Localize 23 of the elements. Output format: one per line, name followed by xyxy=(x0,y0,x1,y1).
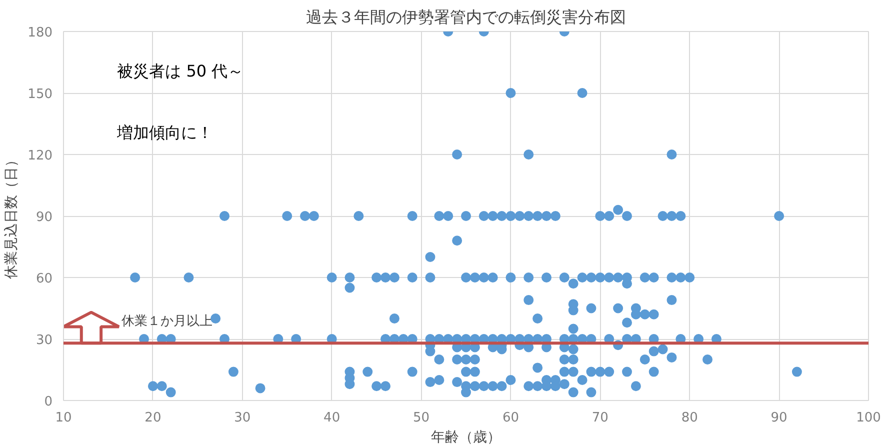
legend-label: 休業１か月以上 xyxy=(122,314,213,329)
y-axis-title: 休業見込日数（日） xyxy=(4,153,20,279)
y-tick-label: 90 xyxy=(36,210,53,225)
y-tick-label: 60 xyxy=(36,272,53,286)
annotation: 被災者は 50 代～ xyxy=(117,62,244,81)
x-tick-label: 50 xyxy=(413,410,430,426)
x-axis-title: 年齢（歳） xyxy=(431,430,501,446)
x-tick-label: 90 xyxy=(770,410,788,426)
chart-title: 過去３年間の伊勢署管内での転倒災害分布図 xyxy=(306,8,626,26)
y-tick-label: 30 xyxy=(36,333,53,348)
x-tick-label: 40 xyxy=(324,410,340,426)
x-tick-label: 70 xyxy=(592,410,608,426)
y-tick-label: 180 xyxy=(28,26,53,40)
x-tick-label: 10 xyxy=(55,410,72,426)
x-tick-label: 30 xyxy=(234,410,251,426)
y-tick-label: 150 xyxy=(28,87,53,102)
x-tick-label: 60 xyxy=(502,410,519,426)
y-tick-label: 120 xyxy=(28,148,53,164)
x-tick-label: 20 xyxy=(144,410,162,426)
y-tick-label: 0 xyxy=(44,394,53,410)
annotation: 増加傾向に！ xyxy=(116,123,214,142)
x-tick-label: 80 xyxy=(681,410,698,426)
x-tick-label: 100 xyxy=(856,410,881,426)
